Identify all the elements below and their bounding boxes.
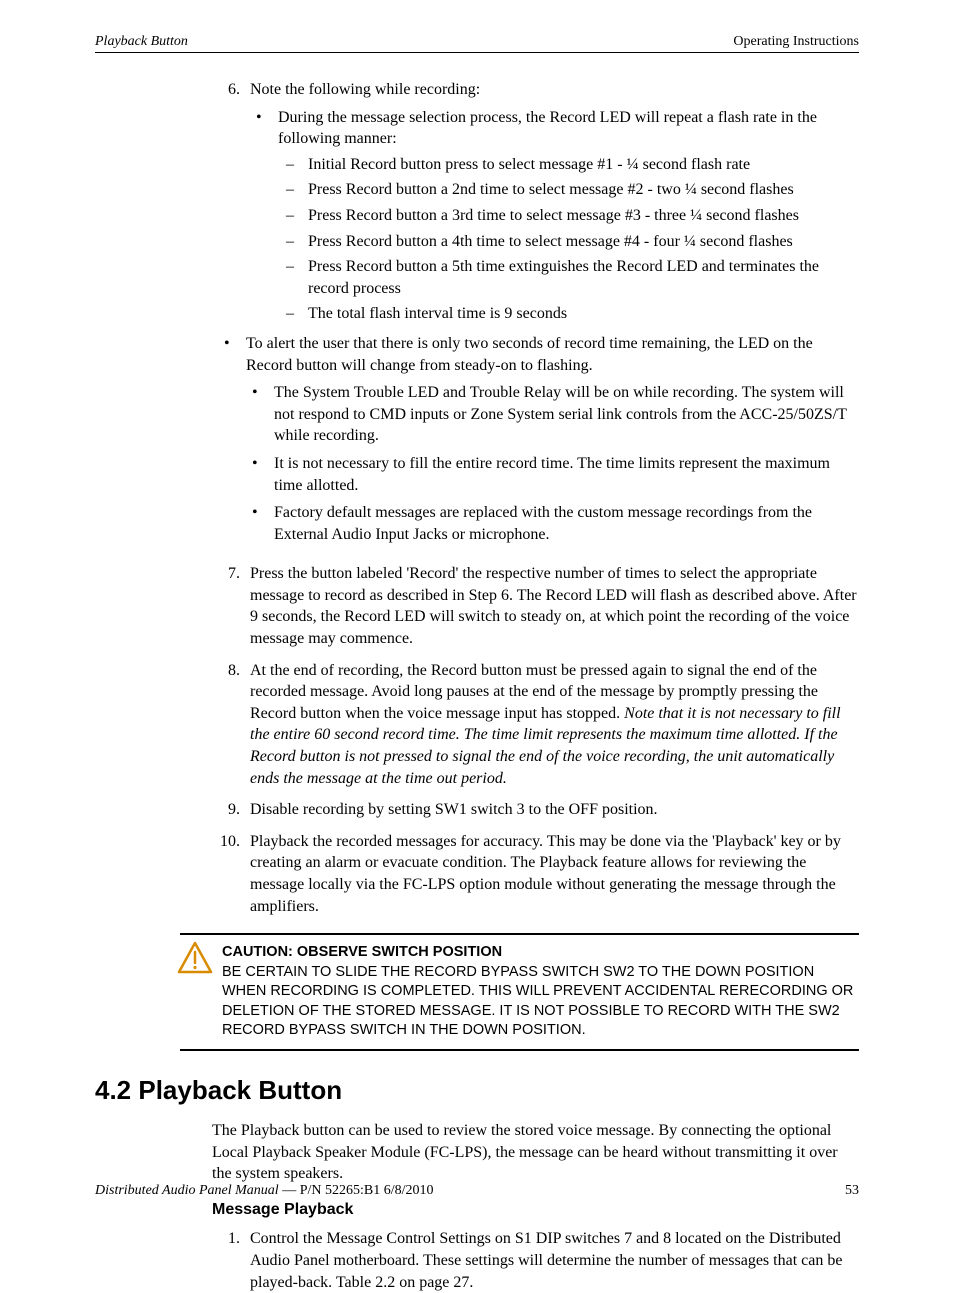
list-number: 8. (212, 660, 250, 790)
subsection-heading: Message Playback (212, 1199, 859, 1221)
dash-item: –Press Record button a 2nd time to selec… (278, 179, 859, 201)
item6-intro: Note the following while recording: (250, 79, 859, 101)
bullet-mark: • (218, 333, 246, 549)
list-number: 10. (212, 831, 250, 917)
caution-heading: CAUTION: OBSERVE SWITCH POSITION (222, 943, 859, 963)
caution-body: BE CERTAIN TO SLIDE THE RECORD BYPASS SW… (222, 963, 859, 1041)
footer-title: Distributed Audio Panel Manual (95, 1183, 279, 1198)
list-body: Note the following while recording: • Du… (250, 79, 859, 553)
dash-item: –Press Record button a 4th time to selec… (278, 231, 859, 253)
page-number: 53 (845, 1183, 859, 1199)
dash-text: The total flash interval time is 9 secon… (308, 303, 567, 325)
bullet-body: During the message selection process, th… (278, 107, 859, 327)
list-item-8: 8. At the end of recording, the Record b… (212, 660, 859, 790)
caution-icon (176, 941, 214, 1039)
bullet-mark: • (250, 107, 278, 327)
dash-item: –Press Record button a 3rd time to selec… (278, 205, 859, 227)
dash-text: Press Record button a 3rd time to select… (308, 205, 799, 227)
dash-text: Press Record button a 5th time extinguis… (308, 256, 859, 299)
dash-item: –The total flash interval time is 9 seco… (278, 303, 859, 325)
playback-item-1: 1. Control the Message Control Settings … (212, 1228, 859, 1293)
b4-text: It is not necessary to fill the entire r… (274, 453, 859, 496)
bullet-item: • To alert the user that there is only t… (218, 333, 859, 549)
section-heading: 4.2 Playback Button (95, 1075, 859, 1106)
list-item-10: 10. Playback the recorded messages for a… (212, 831, 859, 917)
header-left: Playback Button (95, 34, 188, 50)
dash-text: Press Record button a 2nd time to select… (308, 179, 794, 201)
list-body: Playback the recorded messages for accur… (250, 831, 859, 917)
list-number: 9. (212, 799, 250, 821)
b2-text: To alert the user that there is only two… (246, 333, 859, 376)
list-item-9: 9. Disable recording by setting SW1 swit… (212, 799, 859, 821)
page-header: Playback Button Operating Instructions (95, 34, 859, 53)
list-item-7: 7. Press the button labeled 'Record' the… (212, 563, 859, 649)
bullet-item: • During the message selection process, … (250, 107, 859, 327)
list-body: Disable recording by setting SW1 switch … (250, 799, 859, 821)
main-content: 6. Note the following while recording: •… (212, 79, 859, 917)
section-para: The Playback button can be used to revie… (212, 1120, 859, 1185)
footer-left: Distributed Audio Panel Manual — P/N 522… (95, 1183, 433, 1199)
list-body: At the end of recording, the Record butt… (250, 660, 859, 790)
b1-text: During the message selection process, th… (278, 107, 859, 150)
bullet-mark: • (246, 453, 274, 496)
bullet-item: • The System Trouble LED and Trouble Rel… (246, 382, 859, 447)
bullet-mark: • (246, 382, 274, 447)
list-number: 1. (212, 1228, 250, 1293)
b5-text: Factory default messages are replaced wi… (274, 502, 859, 545)
caution-block: CAUTION: OBSERVE SWITCH POSITION BE CERT… (180, 933, 859, 1051)
bullet-item: • It is not necessary to fill the entire… (246, 453, 859, 496)
section-content: The Playback button can be used to revie… (212, 1120, 859, 1293)
footer-meta: — P/N 52265:B1 6/8/2010 (279, 1183, 434, 1198)
list-body: Control the Message Control Settings on … (250, 1228, 859, 1293)
bullet-body: To alert the user that there is only two… (246, 333, 859, 549)
list-body: Press the button labeled 'Record' the re… (250, 563, 859, 649)
dash-text: Initial Record button press to select me… (308, 154, 750, 176)
bullet-mark: • (246, 502, 274, 545)
list-item-6: 6. Note the following while recording: •… (212, 79, 859, 553)
page-footer: Distributed Audio Panel Manual — P/N 522… (95, 1183, 859, 1199)
caution-text: CAUTION: OBSERVE SWITCH POSITION BE CERT… (222, 943, 859, 1041)
b3-text: The System Trouble LED and Trouble Relay… (274, 382, 859, 447)
header-right: Operating Instructions (733, 34, 859, 50)
dash-text: Press Record button a 4th time to select… (308, 231, 793, 253)
dash-item: –Press Record button a 5th time extingui… (278, 256, 859, 299)
bullet-item: • Factory default messages are replaced … (246, 502, 859, 545)
dash-item: –Initial Record button press to select m… (278, 154, 859, 176)
list-number: 7. (212, 563, 250, 649)
